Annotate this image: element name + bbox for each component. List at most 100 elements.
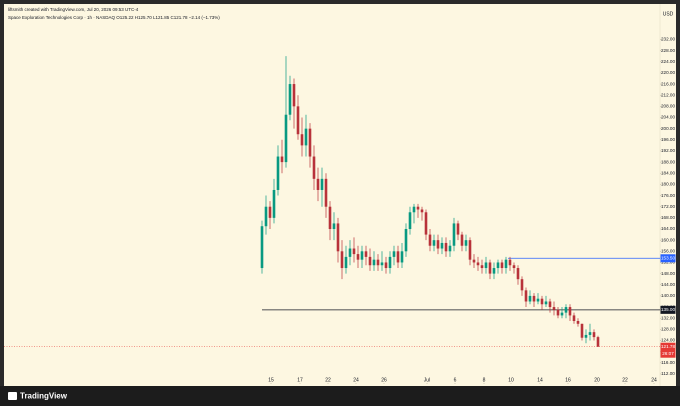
y-tick-label: 140.00 bbox=[661, 293, 675, 298]
candle-body bbox=[300, 134, 304, 146]
candle-body bbox=[572, 315, 576, 321]
candle-body bbox=[260, 226, 264, 269]
x-tick-label: 22 bbox=[622, 377, 628, 383]
y-tick-label: 168.00 bbox=[661, 215, 675, 220]
candle-body bbox=[564, 307, 568, 313]
last-price-box bbox=[660, 342, 676, 358]
countdown: 26:07 bbox=[662, 351, 674, 356]
candle-body bbox=[460, 234, 464, 246]
candle-body bbox=[452, 223, 456, 246]
candle-body bbox=[484, 262, 488, 269]
candle-body bbox=[272, 189, 276, 218]
candle-body bbox=[392, 251, 396, 257]
candle-body bbox=[264, 206, 268, 227]
candle-body bbox=[432, 240, 436, 246]
candle-body bbox=[352, 248, 356, 255]
candle-body bbox=[464, 240, 468, 246]
candle-body bbox=[504, 259, 508, 269]
candle-body bbox=[588, 332, 592, 335]
candle-body bbox=[540, 298, 544, 305]
candle-body bbox=[332, 223, 336, 230]
y-tick-label: 180.00 bbox=[661, 182, 675, 187]
candle-body bbox=[408, 212, 412, 230]
candle-body bbox=[568, 307, 572, 316]
candle-body bbox=[552, 307, 556, 310]
candle-body bbox=[524, 290, 528, 302]
candle-body bbox=[376, 259, 380, 266]
y-tick-label: 160.00 bbox=[661, 237, 675, 242]
candle-body bbox=[292, 84, 296, 107]
chart-title: Space Exploration Technologies Corp · 1h… bbox=[8, 15, 220, 20]
candle-body bbox=[384, 262, 388, 269]
y-tick-label: 144.00 bbox=[661, 282, 675, 287]
y-tick-label: 204.00 bbox=[661, 115, 675, 120]
candle-body bbox=[512, 265, 516, 269]
x-tick-label: 14 bbox=[537, 377, 543, 383]
candle-body bbox=[424, 212, 428, 235]
header: liftsmith created with TradingView.com, … bbox=[8, 7, 139, 12]
candle-body bbox=[356, 254, 360, 260]
chart-background bbox=[4, 4, 676, 386]
y-tick-label: 132.00 bbox=[661, 315, 675, 320]
y-tick-label: 148.00 bbox=[661, 271, 675, 276]
candle-body bbox=[476, 262, 480, 266]
x-tick-label: 10 bbox=[508, 377, 514, 383]
x-tick-label: 17 bbox=[297, 377, 303, 383]
candle-body bbox=[368, 256, 372, 266]
candle-body bbox=[584, 334, 588, 338]
candle-body bbox=[284, 114, 288, 163]
y-tick-label: 112.00 bbox=[661, 371, 675, 376]
candle-body bbox=[492, 268, 496, 274]
candle-body bbox=[496, 262, 500, 269]
candle-body bbox=[316, 178, 320, 190]
y-tick-label: 156.00 bbox=[661, 249, 675, 254]
candle-body bbox=[500, 262, 504, 269]
x-tick-label: 16 bbox=[565, 377, 571, 383]
y-tick-label: 208.00 bbox=[661, 104, 675, 109]
price-label: 135.00 bbox=[661, 307, 675, 312]
candle-body bbox=[276, 156, 280, 190]
x-tick-label: 26 bbox=[381, 377, 387, 383]
candle-body bbox=[444, 242, 448, 252]
candle-body bbox=[448, 245, 452, 252]
candle-body bbox=[404, 229, 408, 252]
y-tick-label: 192.00 bbox=[661, 148, 675, 153]
candle-body bbox=[388, 256, 392, 269]
candle-body bbox=[340, 251, 344, 269]
y-tick-label: 216.00 bbox=[661, 81, 675, 86]
y-tick-label: 212.00 bbox=[661, 92, 675, 97]
x-tick-label: 6 bbox=[454, 377, 457, 383]
candle-body bbox=[280, 156, 284, 163]
logo-icon bbox=[8, 392, 17, 400]
footer-brand: TradingView bbox=[20, 392, 68, 401]
candle-body bbox=[592, 332, 596, 338]
x-tick-label: 24 bbox=[651, 377, 657, 383]
x-tick-label: 20 bbox=[594, 377, 600, 383]
candle-body bbox=[440, 242, 444, 249]
candle-body bbox=[560, 312, 564, 316]
candle-body bbox=[480, 265, 484, 269]
y-tick-label: 128.00 bbox=[661, 327, 675, 332]
candle-body bbox=[400, 251, 404, 263]
y-tick-label: 232.00 bbox=[661, 37, 675, 42]
candle-body bbox=[508, 259, 512, 266]
candle-body bbox=[336, 223, 340, 252]
y-tick-label: 172.00 bbox=[661, 204, 675, 209]
candle-body bbox=[472, 259, 476, 263]
candle-body bbox=[420, 209, 424, 213]
candle-body bbox=[580, 323, 584, 338]
y-tick-label: 228.00 bbox=[661, 48, 675, 53]
currency: USD bbox=[663, 11, 674, 17]
x-tick-label: 24 bbox=[353, 377, 359, 383]
candle-body bbox=[532, 295, 536, 302]
footer-bar bbox=[0, 386, 680, 406]
candle-body bbox=[364, 251, 368, 257]
y-tick-label: 220.00 bbox=[661, 70, 675, 75]
candle-body bbox=[344, 256, 348, 269]
candle-body bbox=[488, 262, 492, 274]
candle-body bbox=[296, 106, 300, 135]
y-tick-label: 164.00 bbox=[661, 226, 675, 231]
x-tick-label: Jul bbox=[424, 377, 430, 383]
